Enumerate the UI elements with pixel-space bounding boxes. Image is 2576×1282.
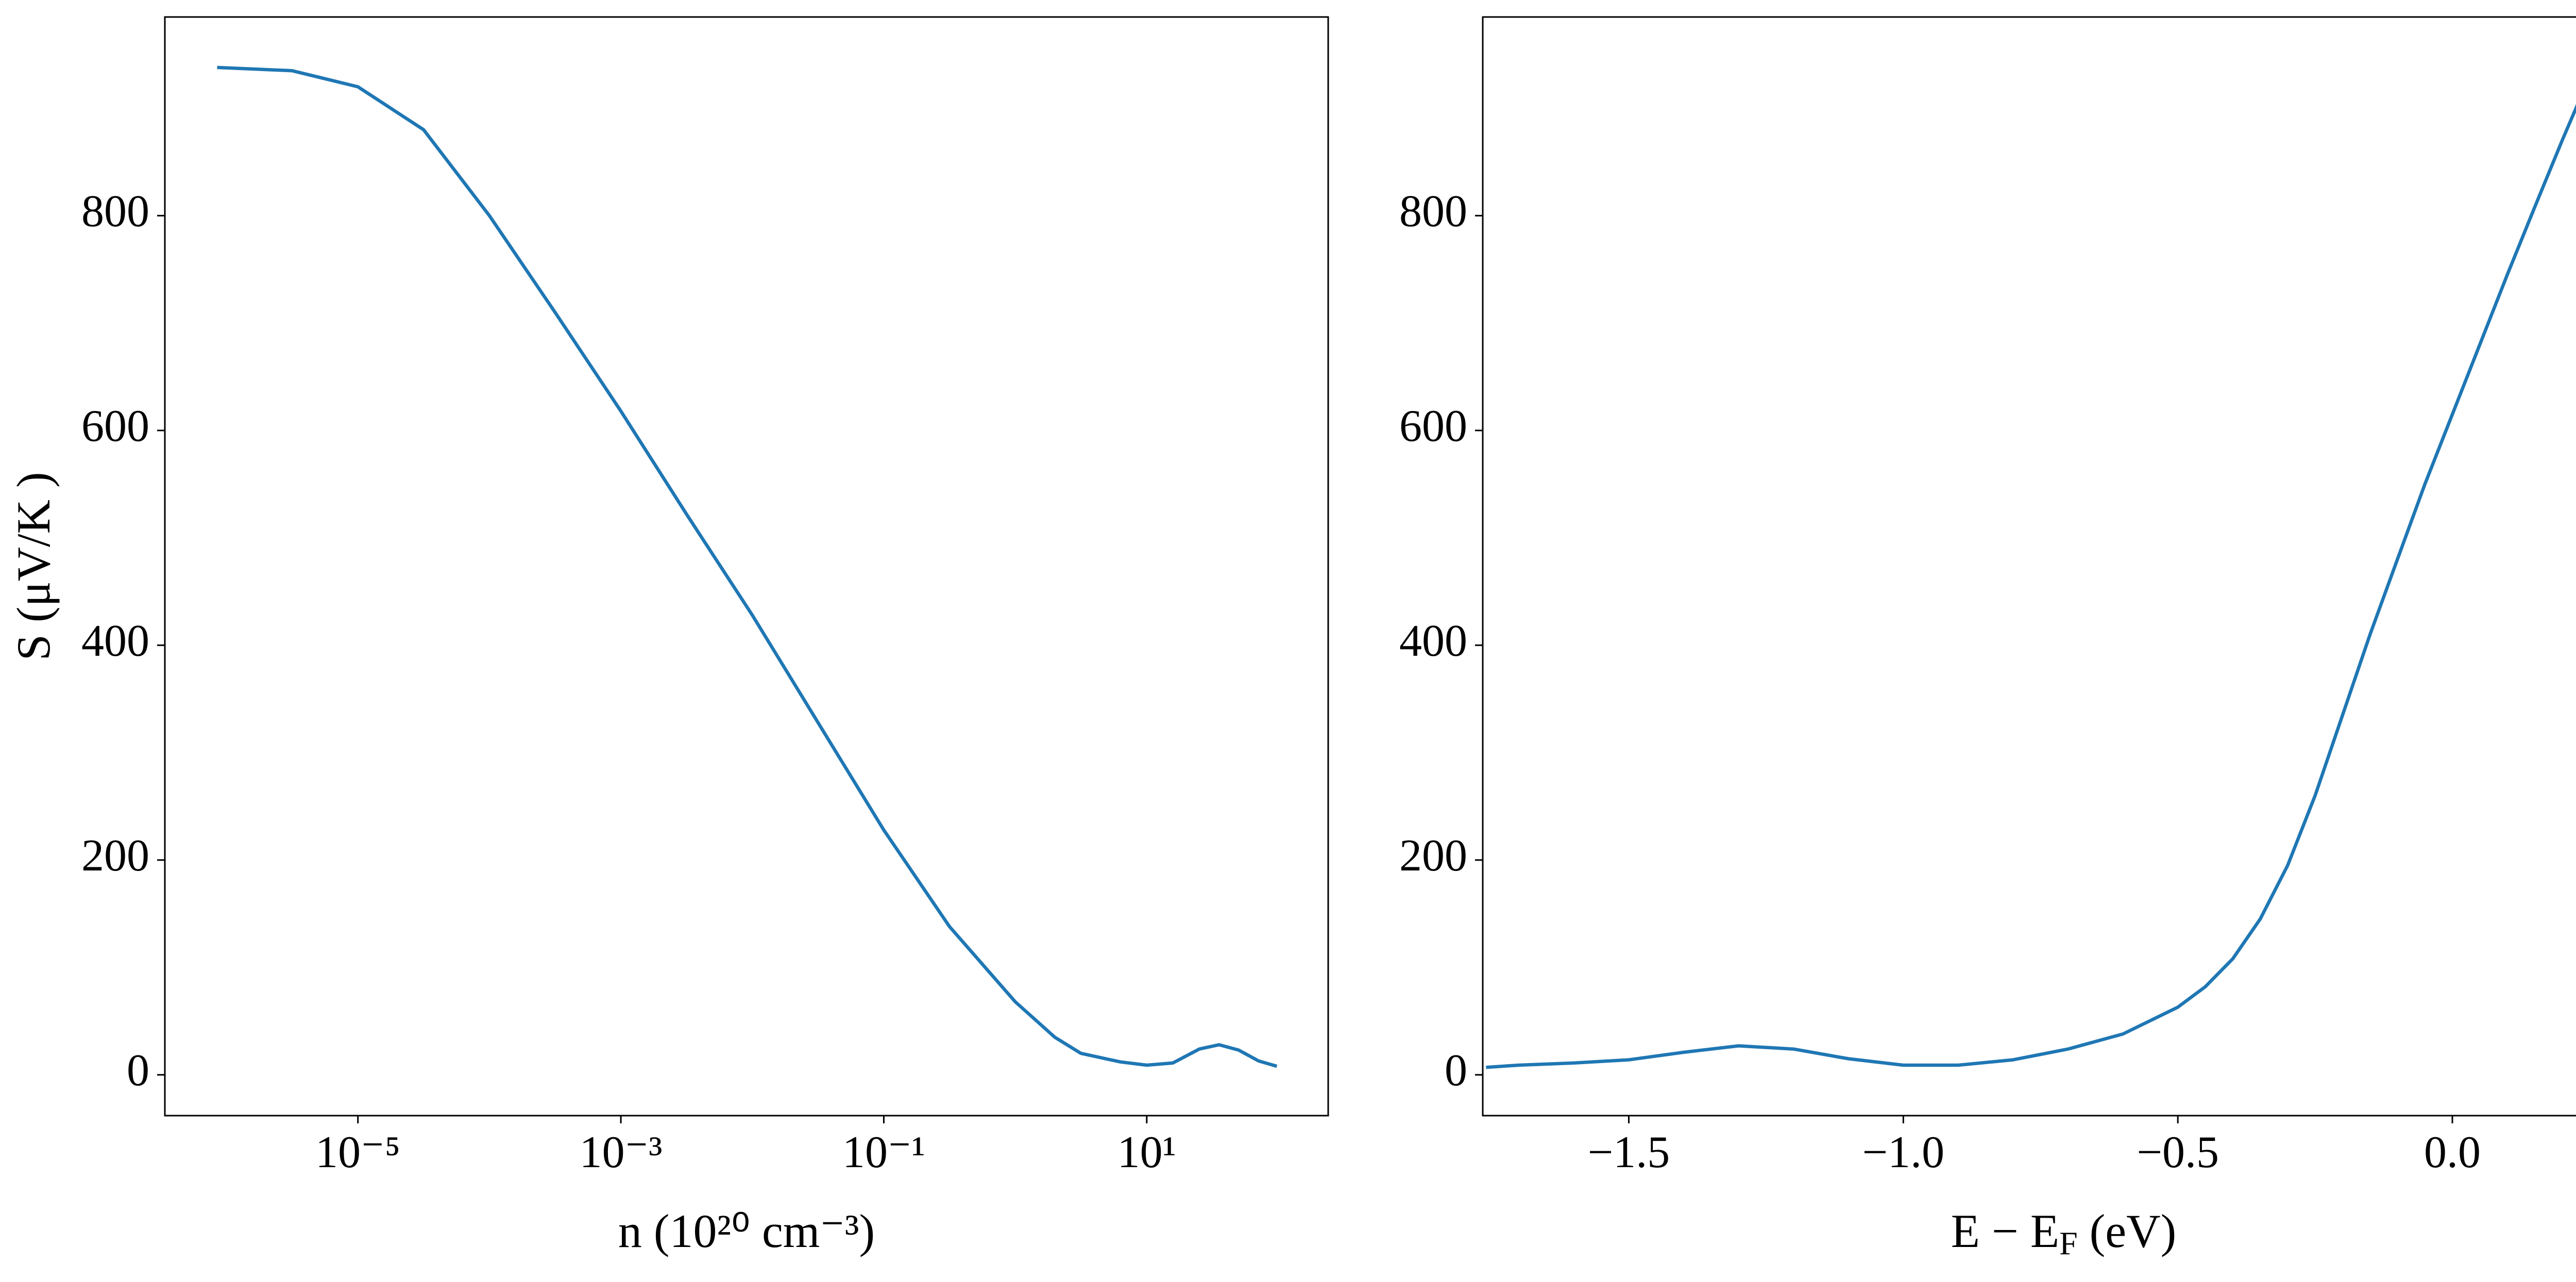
y-tick-label: 600 <box>81 401 149 451</box>
line <box>217 65 1278 1068</box>
y-tick-label: 800 <box>1399 186 1467 236</box>
x-axis-label: n (10²⁰ cm⁻³) <box>618 1205 875 1257</box>
y-tick-label: 400 <box>1399 616 1467 666</box>
plot-frame <box>164 16 1329 1117</box>
x-tick-label: 0.0 <box>2424 1127 2481 1177</box>
x-tick-label: −0.5 <box>2137 1127 2219 1177</box>
y-tick-label: 200 <box>81 831 149 881</box>
x-tick-label: 10⁻⁵ <box>315 1127 400 1177</box>
x-axis-label: E − EF (eV) <box>1951 1205 2176 1261</box>
x-tick-label: −1.0 <box>1862 1127 1944 1177</box>
y-tick-label: 400 <box>81 616 149 666</box>
y-axis-label: S (μV/K ) <box>7 472 60 660</box>
x-tick-label: 10⁻³ <box>580 1127 663 1177</box>
y-tick-label: 600 <box>1399 401 1467 451</box>
x-tick-label: 10¹ <box>1117 1127 1176 1177</box>
x-tick-label: 10⁻¹ <box>842 1127 925 1177</box>
line <box>1486 104 2576 1069</box>
y-tick-label: 0 <box>1445 1046 1467 1096</box>
y-tick-label: 0 <box>127 1046 149 1096</box>
y-tick-label: 200 <box>1399 831 1467 881</box>
x-tick-label: −1.5 <box>1588 1127 1670 1177</box>
y-tick-label: 800 <box>81 186 149 236</box>
plot-frame <box>1482 16 2576 1117</box>
